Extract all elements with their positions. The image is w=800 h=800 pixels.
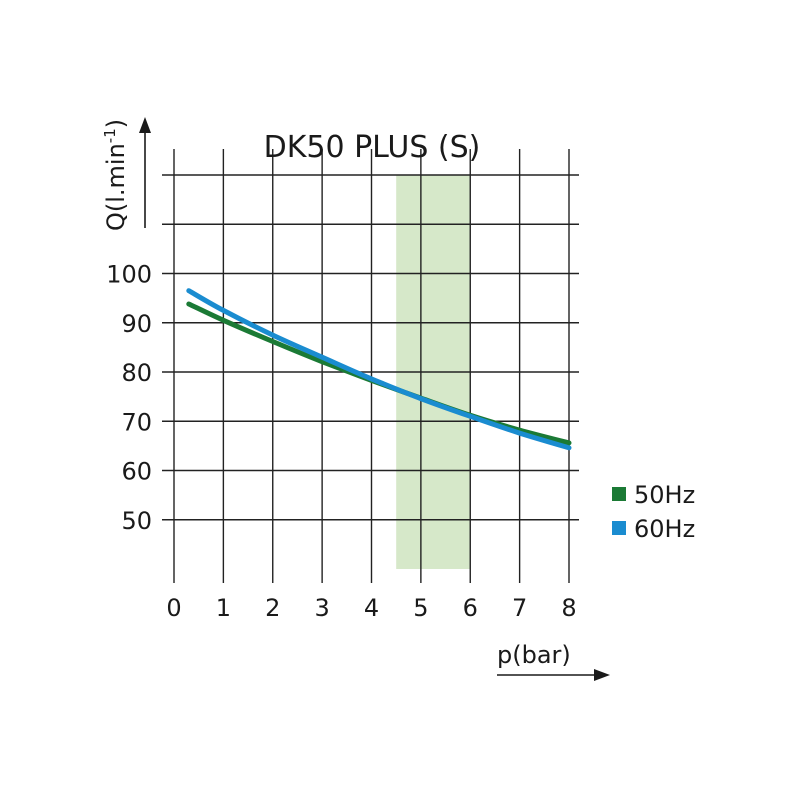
y-axis-label-main: Q(l.min xyxy=(102,143,130,231)
legend-label-50hz: 50Hz xyxy=(634,481,695,509)
legend-swatch-60hz xyxy=(612,521,626,535)
tick-labels: 0 1 2 3 4 5 6 7 8 50 60 70 80 90 100 xyxy=(106,261,576,623)
x-axis-arrow-head xyxy=(594,669,610,681)
x-tick-label: 5 xyxy=(413,594,428,622)
x-tick-label: 6 xyxy=(463,594,478,622)
y-tick-label: 80 xyxy=(121,359,152,387)
y-tick-label: 70 xyxy=(121,408,152,436)
x-axis-label: p(bar) xyxy=(497,641,571,669)
x-tick-label: 1 xyxy=(216,594,231,622)
y-axis-label-superscript: -1 xyxy=(101,128,119,143)
x-tick-label: 7 xyxy=(512,594,527,622)
x-tick-label: 8 xyxy=(561,594,576,622)
chart-title: DK50 PLUS (S) xyxy=(264,130,481,165)
y-axis-label: Q(l.min-1) xyxy=(101,119,130,231)
y-tick-label: 60 xyxy=(121,458,152,486)
y-axis-arrow-head xyxy=(139,117,151,133)
y-tick-label: 50 xyxy=(121,507,152,535)
series-layer xyxy=(186,288,572,451)
x-tick-label: 3 xyxy=(314,594,329,622)
x-tick-label: 2 xyxy=(265,594,280,622)
legend-swatch-50hz xyxy=(612,487,626,501)
x-tick-label: 4 xyxy=(364,594,379,622)
legend-label-60hz: 60Hz xyxy=(634,515,695,543)
y-tick-label: 100 xyxy=(106,261,152,289)
series-line-60hz xyxy=(186,288,572,451)
series-line-50hz xyxy=(186,301,572,446)
x-tick-label: 0 xyxy=(166,594,181,622)
grid xyxy=(162,149,579,583)
legend: 50Hz 60Hz xyxy=(612,481,695,543)
y-tick-label: 90 xyxy=(121,310,152,338)
y-axis-label-close: ) xyxy=(102,119,130,128)
